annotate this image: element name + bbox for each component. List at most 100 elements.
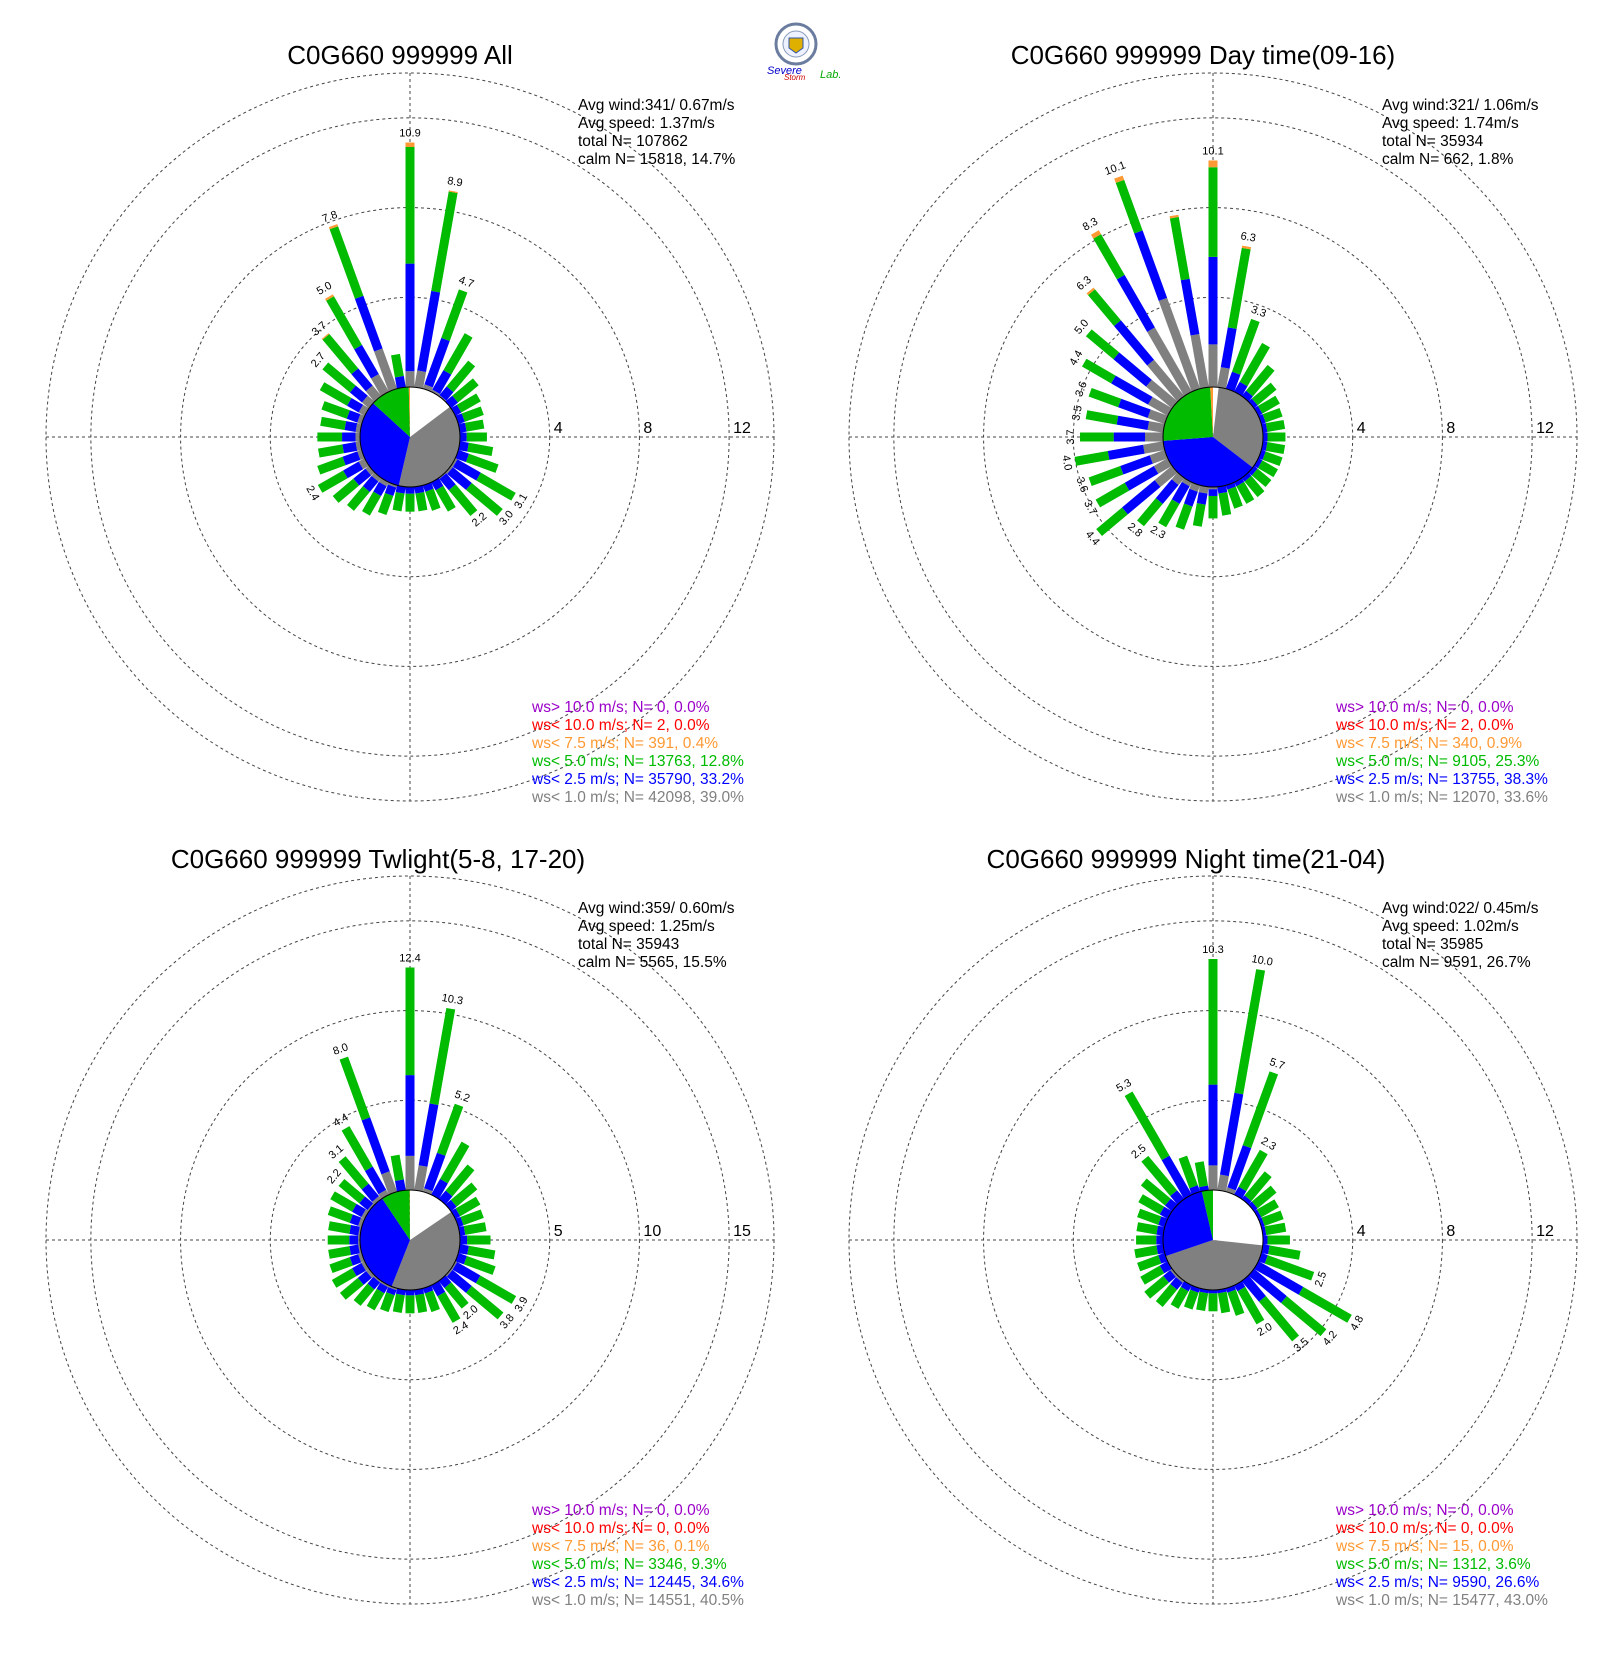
bar-value-label: 8.0 (331, 1041, 349, 1058)
wind-bar-segment (1264, 1255, 1315, 1281)
stats-line: Avg speed: 1.74m/s (1382, 115, 1519, 132)
wind-bar-segment (450, 1182, 478, 1207)
wind-bar-segment (1183, 488, 1198, 507)
calm-pie-slice (391, 1211, 460, 1290)
bar-value-label: 4.7 (457, 274, 475, 291)
wind-bar-segment (458, 1244, 469, 1255)
wind-bar-segment (1234, 381, 1248, 396)
wind-bar-segment (1140, 1178, 1171, 1206)
wind-bar-segment (359, 1196, 374, 1211)
wind-bar-segment (361, 1261, 369, 1271)
wind-bar-segment (1241, 1195, 1252, 1205)
calm-pie-slice (398, 406, 460, 487)
wind-bar-segment (424, 1152, 446, 1192)
legend-entry: ws< 5.0 m/s; N= 13763, 12.8% (531, 753, 744, 770)
calm-pie-slice (1165, 1240, 1263, 1290)
wind-bar-segment (1107, 444, 1145, 460)
wind-bar-segment (1258, 414, 1266, 425)
wind-bar-segment (444, 1282, 469, 1309)
wind-bar-segment (332, 478, 360, 503)
wind-bar-segment (476, 472, 516, 501)
wind-bar-segment (1138, 1194, 1165, 1215)
wind-bar-segment (1217, 485, 1228, 494)
legend-entry: ws< 7.5 m/s; N= 391, 0.4% (531, 735, 718, 752)
wind-bar-segment (365, 465, 375, 476)
ring-tick-label: 5 (554, 1223, 563, 1240)
wind-bar-segment (1268, 1245, 1301, 1260)
wind-bar-segment (1234, 1281, 1246, 1292)
legend-entry: ws< 5.0 m/s; N= 9105, 25.3% (1335, 753, 1540, 770)
wind-bar-segment (329, 1257, 353, 1273)
wind-bar-segment (1261, 423, 1268, 433)
calm-pie-slice (360, 403, 410, 486)
stats-line: Avg speed: 1.37m/s (578, 115, 715, 132)
wind-bar-segment (1265, 442, 1286, 455)
wind-bar-segment (1225, 1187, 1236, 1195)
wind-bar-segment (1199, 1288, 1209, 1294)
wind-bar-segment (1164, 1198, 1178, 1212)
wind-bar-segment (354, 295, 383, 352)
wind-bar-segment (321, 333, 330, 340)
bar-value-label: 8.9 (446, 175, 463, 189)
wind-bar-segment (1124, 1091, 1170, 1161)
ring-tick-label: 12 (1536, 420, 1554, 437)
wind-bar-segment (415, 492, 428, 512)
wind-bar-segment (381, 1171, 398, 1195)
bar-value-label: 2.5 (1313, 1270, 1330, 1288)
wind-bar-segment (1181, 478, 1192, 487)
wind-bar-segment (415, 1293, 428, 1313)
bar-value-label: 3.9 (513, 1295, 531, 1314)
calm-pie-slice (410, 1190, 452, 1240)
wind-bar-segment (1156, 1244, 1165, 1255)
wind-bar-segment (366, 1268, 375, 1278)
wind-bar-segment (1116, 415, 1150, 431)
ring-tick-label: 10 (643, 1223, 661, 1240)
wind-bar-segment (452, 459, 481, 481)
wind-bar-segment (1154, 465, 1178, 488)
wind-bar-segment (1147, 359, 1185, 402)
wind-bar-segment (466, 1285, 504, 1320)
wind-bar-segment (395, 1179, 406, 1192)
wind-bar-segment (463, 1222, 487, 1235)
calm-pie-slice (1213, 387, 1263, 468)
legend-entry: ws< 1.0 m/s; N= 12070, 33.6% (1335, 789, 1548, 806)
wind-bar-segment (377, 492, 394, 516)
wind-rose-panel-twilight: C0G660 999999 Twlight(5-8, 17-20) 5 10 15 12… (45, 844, 775, 1609)
wind-bar-segment (374, 348, 398, 392)
wind-bar-segment (424, 337, 450, 388)
ring-tick-label: 12 (1536, 1223, 1554, 1240)
wind-bar-segment (1085, 329, 1120, 360)
legend-entry: ws< 10.0 m/s; N= 2, 0.0% (1335, 717, 1514, 734)
stats-line: calm N= 9591, 26.7% (1382, 954, 1531, 971)
legend-entry: ws> 10.0 m/s; N= 0, 0.0% (1335, 699, 1514, 716)
wind-bar-segment (328, 1246, 351, 1259)
stats-line: Avg wind:022/ 0.45m/s (1382, 900, 1539, 917)
wind-bar-segment (1264, 1222, 1287, 1236)
wind-bar-segment (355, 441, 362, 451)
wind-bar-segment (320, 416, 347, 431)
legend-entry: ws< 1.0 m/s; N= 15477, 43.0% (1335, 1592, 1548, 1609)
wind-bar-segment (378, 1189, 389, 1199)
wind-bar-segment (1261, 1226, 1267, 1236)
wind-bar-segment (342, 451, 361, 466)
wind-bar-segment (1158, 1252, 1168, 1264)
wind-bar-segment (1256, 1199, 1279, 1218)
wind-bar-segment (1227, 1289, 1245, 1316)
wind-bar-segment (438, 1275, 452, 1289)
wind-bar-segment (326, 296, 362, 350)
wind-bar-segment (380, 1292, 395, 1313)
wind-bar-segment (425, 488, 441, 511)
wind-bar-segment (1217, 1288, 1227, 1294)
legend-entry: ws< 7.5 m/s; N= 36, 0.1% (531, 1538, 710, 1555)
bar-value-label: 2.4 (303, 484, 321, 503)
wind-bar-segment (361, 1183, 380, 1202)
wind-bar-segment (475, 1275, 517, 1304)
wind-bar-segment (343, 461, 364, 479)
ring-tick-label: 8 (1446, 420, 1455, 437)
wind-bar-segment (431, 1281, 446, 1297)
bar-value-label: 4.0 (1059, 454, 1073, 471)
wind-bar-segment (456, 393, 481, 413)
wind-bar-segment (445, 1164, 475, 1197)
wind-bar-segment (390, 1154, 404, 1181)
